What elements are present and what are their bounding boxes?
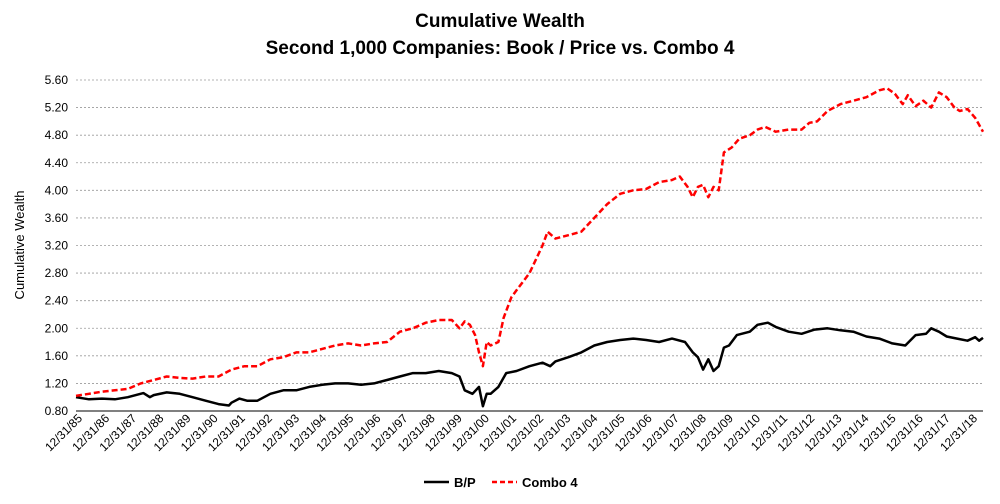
y-tick-labels: 0.80 1.20 1.60 2.00 2.40 2.80 3.20 3.60 4.00 4.40… (45, 73, 69, 418)
y-tick-label: 0.80 (45, 404, 69, 418)
series-line-combo4 (75, 87, 985, 398)
gridlines (76, 79, 983, 384)
y-tick-label: 2.40 (45, 294, 69, 308)
y-tick-label: 3.60 (45, 211, 69, 225)
legend-label-bp: B/P (454, 475, 476, 490)
y-axis-label: Cumulative Wealth (12, 191, 27, 300)
y-tick-label: 3.20 (45, 239, 69, 253)
series-lines (75, 87, 985, 408)
y-tick-label: 5.60 (45, 73, 69, 87)
y-tick-label: 4.80 (45, 128, 69, 142)
legend-label-combo4: Combo 4 (522, 475, 578, 490)
legend: B/P Combo 4 (424, 475, 578, 490)
y-tick-label: 1.60 (45, 349, 69, 363)
y-tick-label: 1.20 (45, 376, 69, 390)
chart-title: Cumulative Wealth (415, 11, 585, 32)
y-tick-label: 2.80 (45, 266, 69, 280)
y-tick-label: 5.20 (45, 101, 69, 115)
series-line-bp (75, 321, 984, 408)
y-tick-label: 4.00 (45, 183, 69, 197)
y-tick-label: 2.00 (45, 321, 69, 335)
chart-subtitle: Second 1,000 Companies: Book / Price vs.… (266, 38, 735, 59)
x-tick-labels: 12/31/8512/31/8612/31/8712/31/8812/31/89… (42, 411, 980, 454)
y-tick-label: 4.40 (45, 156, 69, 170)
